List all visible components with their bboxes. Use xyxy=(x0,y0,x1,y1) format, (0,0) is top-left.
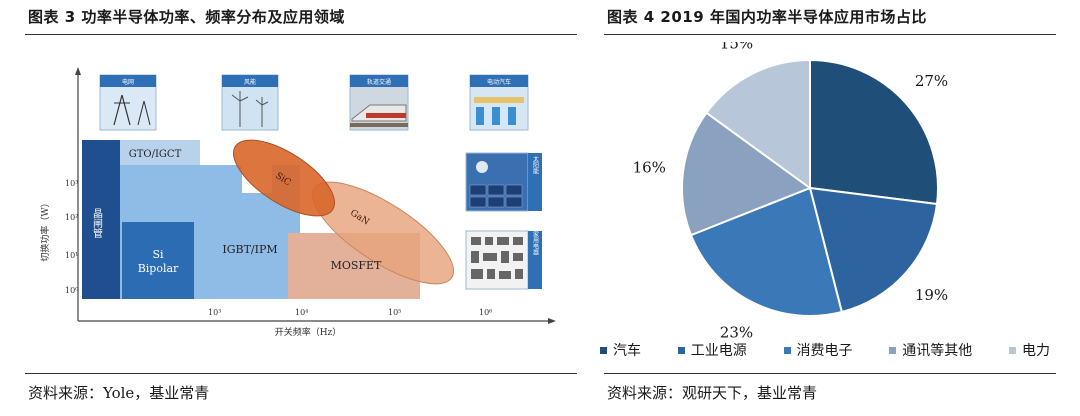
x-tick-label: 10³ xyxy=(208,308,221,317)
app-label-wind: 风能 xyxy=(244,78,256,86)
app-label-ev: 电动汽车 xyxy=(487,78,511,86)
pie-legend: 汽车 工业电源 消费电子 通讯等其他 电力 xyxy=(600,340,1050,360)
legend-swatch xyxy=(1009,346,1016,354)
legend-item: 汽车 xyxy=(600,340,641,360)
y-tick-label: 10⁰ xyxy=(65,286,78,295)
y-tick-label: 10³ xyxy=(65,179,78,188)
application-wind: 风能 xyxy=(221,74,279,131)
left-figure-title: 图表 3 功率半导体功率、频率分布及应用领域 xyxy=(28,8,345,26)
y-tick-label: 10² xyxy=(65,213,78,222)
legend-item: 消费电子 xyxy=(783,340,853,360)
legend-swatch xyxy=(783,346,791,354)
left-source-note: 资料来源：Yole，基业常青 xyxy=(28,384,210,402)
pie-data-label: 19% xyxy=(915,286,948,304)
legend-label: 汽车 xyxy=(613,343,641,359)
legend-label: 通讯等其他 xyxy=(902,343,973,359)
application-rail: 轨道交通 xyxy=(349,74,409,131)
pie-slice-4 xyxy=(681,111,813,237)
pie-slice-1 xyxy=(809,58,939,206)
application-appliances: 家用电器 xyxy=(465,230,542,290)
legend-label: 工业电源 xyxy=(690,343,747,359)
train-icon xyxy=(350,104,408,127)
y-axis-arrow xyxy=(75,67,81,75)
application-ev: 电动汽车 xyxy=(469,74,529,131)
gto-label: GTO/IGCT xyxy=(129,149,182,160)
pie-slice-2 xyxy=(808,186,939,314)
thyristor-region xyxy=(82,140,120,299)
power-frequency-diagram: 切换功率（W） 10³ 10² 10¹ 10⁰ 10³ 10⁴ 10⁵ 10⁶ … xyxy=(39,67,556,338)
legend-swatch xyxy=(677,346,685,354)
legend-swatch xyxy=(600,346,607,354)
right-figure-title: 图表 4 2019 年国内功率半导体应用市场占比 xyxy=(607,8,927,26)
application-grid: 电网 xyxy=(99,74,157,131)
right-footer-rule xyxy=(604,373,1056,374)
sic-ellipse xyxy=(232,139,336,217)
legend-item: 通讯等其他 xyxy=(889,340,972,360)
thyristor-label: 晶闸管 xyxy=(91,208,103,239)
left-title-rule xyxy=(25,34,577,35)
x-tick-label: 10⁶ xyxy=(479,308,492,317)
pie-slice-3 xyxy=(689,186,844,317)
app-label-grid: 电网 xyxy=(122,78,134,86)
market-share-pie-chart: 27% 19% 23% 16% 15% xyxy=(633,42,949,341)
app-label-rail: 轨道交通 xyxy=(367,78,391,86)
pie-data-label: 16% xyxy=(633,159,666,177)
legend-label: 消费电子 xyxy=(796,343,853,359)
igbt-label: IGBT/IPM xyxy=(222,243,277,256)
app-label-solar: 太阳能 xyxy=(532,155,539,175)
gto-region xyxy=(120,140,200,165)
legend-item: 工业电源 xyxy=(677,340,747,360)
legend-label: 电力 xyxy=(1022,343,1050,359)
home-appliance-icon xyxy=(471,237,523,279)
power-tower-icon xyxy=(113,94,151,126)
y-tick-label: 10¹ xyxy=(65,251,78,260)
pie-data-label: 23% xyxy=(720,323,753,341)
application-solar: 太阳能 xyxy=(465,152,542,212)
x-tick-label: 10⁵ xyxy=(388,308,401,317)
wind-turbine-icon xyxy=(231,91,269,127)
legend-swatch xyxy=(889,346,897,354)
x-tick-label: 10⁴ xyxy=(295,308,308,317)
legend-item: 电力 xyxy=(1009,340,1050,360)
y-axis-label: 切换功率（W） xyxy=(39,198,51,261)
sun-icon xyxy=(476,161,488,173)
right-title-rule xyxy=(604,34,1056,35)
x-axis-arrow xyxy=(548,318,556,324)
charging-station-icon xyxy=(474,97,524,125)
bipolar-label: Bipolar xyxy=(138,262,179,275)
pie-data-label: 27% xyxy=(915,72,948,90)
pie-data-label: 15% xyxy=(720,42,753,53)
x-axis-label: 开关频率（Hz） xyxy=(275,326,342,338)
si-bipolar-region xyxy=(122,222,194,299)
right-source-note: 资料来源：观研天下，基业常青 xyxy=(607,384,818,402)
app-label-appliances: 家用电器 xyxy=(532,230,539,256)
solar-panel-icon xyxy=(469,184,523,208)
si-label: Si xyxy=(152,248,164,261)
mosfet-label: MOSFET xyxy=(331,259,382,272)
pie-slice-5 xyxy=(705,58,811,190)
left-footer-rule xyxy=(25,373,577,374)
